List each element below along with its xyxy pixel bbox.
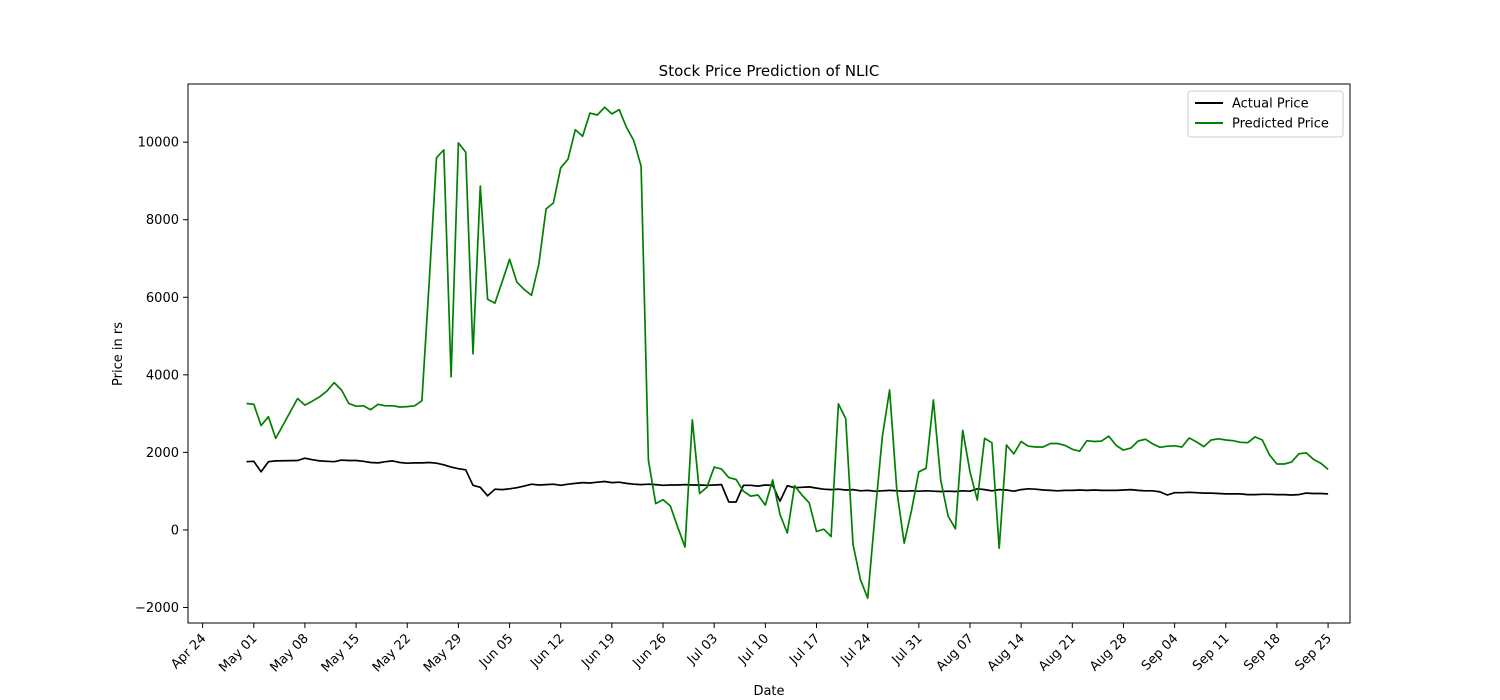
y-tick-label: 2000 (146, 446, 179, 461)
x-tick-label: Apr 24 (168, 631, 209, 672)
plot-frame (187, 83, 1351, 624)
x-tick-label: Jul 17 (786, 631, 823, 668)
y-tick-label: −2000 (135, 601, 179, 616)
x-axis-title: Date (753, 684, 784, 699)
legend: Actual Price Predicted Price (1187, 90, 1344, 138)
x-tick-label: Jul 10 (735, 631, 772, 668)
y-tick-label: 6000 (146, 291, 179, 306)
x-tick-label: May 22 (370, 631, 414, 675)
x-tick-label: Sep 25 (1292, 631, 1335, 674)
y-tick-label: 4000 (146, 368, 179, 383)
x-tick-label: May 01 (216, 631, 260, 675)
x-tick-label: Jun 12 (527, 631, 567, 671)
y-axis-title: Price in rs (111, 322, 126, 386)
series-line-predicted-price (246, 106, 1329, 600)
x-tick-label: Jun 26 (630, 631, 670, 671)
y-axis: −2000 0 2000 4000 6000 8000 10000 (135, 136, 188, 616)
x-tick-label: May 15 (319, 631, 363, 675)
legend-label: Actual Price (1232, 97, 1309, 112)
legend-box (1187, 90, 1344, 138)
x-tick-label: Jul 31 (889, 631, 926, 668)
chart-title: Stock Price Prediction of NLIC (659, 62, 880, 80)
series-line-actual-price (246, 457, 1329, 503)
y-tick-label: 8000 (146, 213, 179, 228)
x-tick-label: Aug 21 (1036, 631, 1079, 674)
x-tick-label: Sep 04 (1139, 631, 1182, 674)
legend-label: Predicted Price (1232, 117, 1329, 132)
x-tick-label: Aug 07 (934, 631, 977, 674)
x-tick-label: Jul 24 (837, 631, 874, 668)
x-tick-label: Aug 28 (1087, 631, 1130, 674)
x-tick-label: Jun 19 (578, 631, 618, 671)
x-axis: Apr 24 May 01 May 08 May 15 May 22 May 29 Jun … (168, 623, 1335, 675)
y-tick-label: 10000 (138, 136, 179, 151)
x-tick-label: Jun 05 (476, 631, 516, 671)
y-tick-label: 0 (171, 523, 179, 538)
plot-area (187, 83, 1351, 624)
x-tick-label: Jul 03 (684, 631, 721, 668)
x-tick-label: Sep 18 (1241, 631, 1284, 674)
x-tick-label: Aug 14 (985, 631, 1028, 674)
x-tick-label: May 08 (268, 631, 312, 675)
x-tick-label: May 29 (421, 631, 465, 675)
x-tick-label: Sep 11 (1190, 631, 1233, 674)
